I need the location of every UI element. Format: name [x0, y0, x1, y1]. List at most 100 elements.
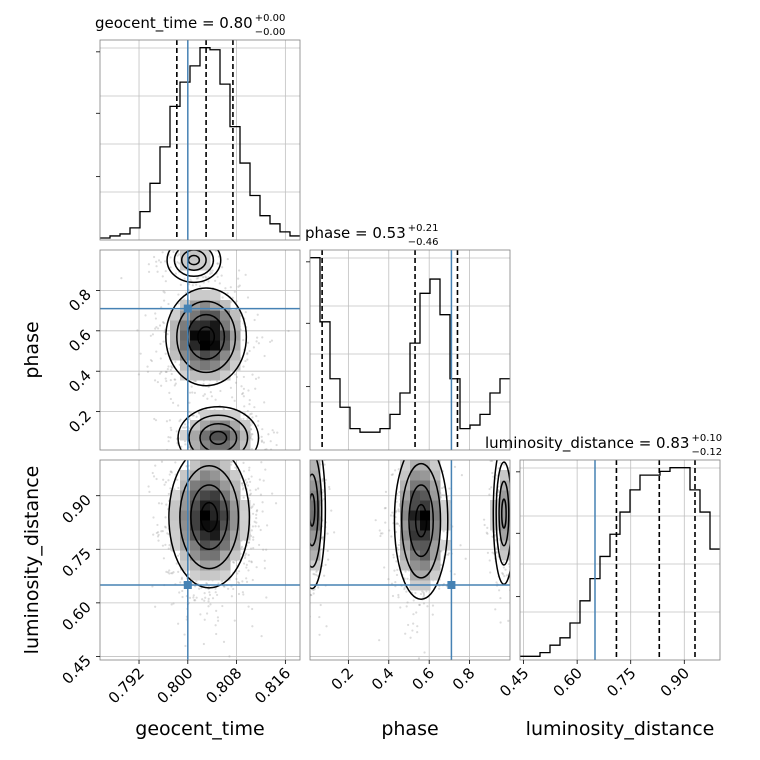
- scatter-point: [152, 533, 155, 536]
- scatter-point: [139, 352, 142, 355]
- scatter-point: [169, 247, 171, 249]
- scatter-point: [179, 418, 182, 421]
- scatter-point: [301, 532, 303, 534]
- scatter-point: [306, 525, 308, 527]
- scatter-point: [194, 599, 197, 602]
- scatter-point: [269, 440, 272, 443]
- scatter-point: [241, 392, 245, 395]
- scatter-point: [426, 452, 428, 454]
- scatter-point: [254, 525, 257, 528]
- scatter-point: [236, 581, 240, 584]
- scatter-point: [188, 401, 191, 404]
- scatter-point: [395, 560, 398, 563]
- scatter-point: [247, 541, 251, 544]
- scatter-point: [245, 566, 248, 569]
- scatter-point: [431, 604, 435, 607]
- scatter-point: [301, 517, 303, 519]
- scatter-point: [305, 500, 307, 502]
- scatter-point: [447, 553, 450, 556]
- scatter-point: [218, 455, 220, 457]
- scatter-point: [255, 340, 258, 343]
- y-axis-label: phase: [21, 321, 43, 378]
- scatter-point: [160, 460, 164, 463]
- scatter-point: [301, 441, 303, 443]
- scatter-point: [329, 399, 331, 401]
- scatter-point: [307, 514, 309, 516]
- scatter-point: [193, 599, 196, 602]
- scatter-point: [243, 455, 245, 457]
- scatter-point: [247, 389, 250, 392]
- scatter-point: [501, 573, 505, 576]
- scatter-point: [148, 247, 150, 249]
- scatter-point: [330, 509, 333, 512]
- contour-line: [190, 484, 229, 551]
- scatter-point: [205, 453, 207, 455]
- scatter-point: [259, 493, 263, 496]
- scatter-point: [306, 515, 308, 517]
- scatter-point: [328, 485, 331, 489]
- scatter-point: [448, 432, 450, 434]
- scatter-point: [499, 621, 502, 624]
- scatter-point: [176, 448, 178, 450]
- density-cell: [220, 510, 231, 521]
- scatter-point: [512, 463, 514, 465]
- panel-title: geocent_time = 0.80: [95, 14, 253, 33]
- scatter-point: [310, 593, 313, 597]
- scatter-point: [425, 590, 428, 593]
- scatter-point: [513, 533, 515, 535]
- scatter-point: [265, 524, 269, 527]
- scatter-point: [267, 433, 270, 436]
- scatter-point: [180, 578, 183, 581]
- x-tick-label: 0.808: [202, 664, 245, 707]
- scatter-point: [321, 457, 323, 459]
- scatter-point: [303, 542, 305, 544]
- scatter-point: [253, 520, 256, 523]
- scatter-point: [302, 527, 304, 529]
- scatter-point: [247, 553, 250, 557]
- scatter-point: [302, 451, 304, 453]
- scatter-point: [270, 339, 274, 342]
- x-tick-label: 0.4: [368, 664, 398, 694]
- scatter-point: [251, 525, 255, 528]
- scatter-point: [223, 585, 226, 588]
- scatter-point: [182, 468, 184, 470]
- contour-line: [176, 300, 237, 374]
- contour-line: [310, 460, 323, 568]
- scatter-point: [304, 520, 306, 522]
- scatter-point: [249, 489, 252, 492]
- scatter-point: [208, 593, 212, 597]
- scatter-point: [180, 453, 182, 455]
- density-cell: [210, 490, 221, 501]
- scatter-point: [305, 489, 307, 491]
- density-cell: [200, 360, 211, 371]
- scatter-point: [162, 320, 165, 324]
- scatter-point: [427, 434, 429, 436]
- density-cell: [430, 570, 441, 581]
- scatter-point: [202, 382, 205, 386]
- scatter-point: [172, 401, 175, 404]
- contour-line: [498, 480, 510, 547]
- scatter-point: [177, 293, 180, 296]
- scatter-point: [170, 572, 173, 575]
- scatter-point: [307, 536, 309, 538]
- scatter-point: [395, 573, 399, 577]
- density-cell: [420, 480, 431, 491]
- density-cell: [200, 460, 211, 471]
- density-cell: [190, 530, 201, 541]
- scatter-point: [394, 530, 398, 534]
- scatter-point: [307, 560, 309, 562]
- scatter-point: [170, 372, 173, 376]
- x-tick-label: 0.75: [603, 664, 639, 700]
- scatter-point: [244, 273, 247, 276]
- scatter-point: [190, 453, 192, 455]
- scatter-point: [396, 548, 399, 551]
- scatter-point: [302, 463, 304, 465]
- scatter-point: [415, 611, 418, 614]
- density-cell: [200, 320, 211, 331]
- scatter-point: [306, 491, 308, 493]
- scatter-point: [235, 375, 239, 379]
- scatter-point: [192, 596, 195, 599]
- scatter-point: [234, 381, 238, 384]
- scatter-point: [219, 389, 222, 393]
- scatter-point: [303, 548, 305, 550]
